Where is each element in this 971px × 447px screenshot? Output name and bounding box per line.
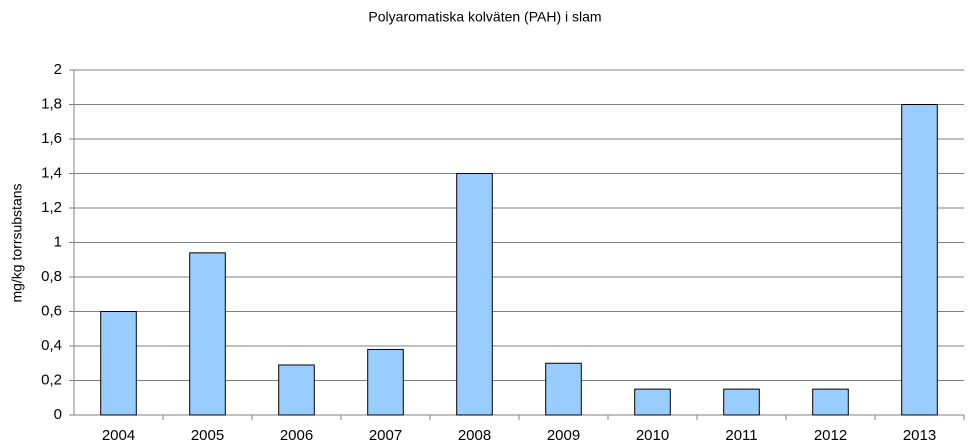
bar bbox=[634, 388, 671, 416]
x-tick-label: 2013 bbox=[903, 427, 936, 444]
y-tick-label: 0,2 bbox=[41, 371, 62, 388]
bar bbox=[545, 362, 582, 416]
x-tick-label: 2007 bbox=[369, 427, 402, 444]
chart-title: Polyaromatiska kolväten (PAH) i slam bbox=[368, 9, 601, 25]
bar bbox=[367, 348, 404, 416]
y-tick-label: 0,8 bbox=[41, 268, 62, 285]
y-tick-label: 1,2 bbox=[41, 199, 62, 216]
bar bbox=[189, 252, 226, 416]
y-tick-label: 1,8 bbox=[41, 95, 62, 112]
y-axis-label: mg/kg torrsubstans bbox=[9, 183, 25, 302]
x-tick-label: 2005 bbox=[191, 427, 224, 444]
x-tick-label: 2004 bbox=[102, 427, 135, 444]
bar bbox=[278, 364, 315, 416]
x-tick-label: 2010 bbox=[636, 427, 669, 444]
y-tick-label: 0 bbox=[54, 406, 62, 423]
x-tick-label: 2008 bbox=[458, 427, 491, 444]
bar bbox=[812, 388, 849, 416]
bar bbox=[723, 388, 760, 416]
x-tick-label: 2012 bbox=[814, 427, 847, 444]
bar bbox=[100, 311, 137, 416]
y-tick-label: 1,6 bbox=[41, 130, 62, 147]
bar bbox=[456, 173, 493, 416]
x-tick-label: 2011 bbox=[725, 427, 757, 444]
y-tick-label: 0,6 bbox=[41, 302, 62, 319]
x-tick-label: 2006 bbox=[280, 427, 313, 444]
bar bbox=[901, 104, 938, 416]
y-tick-label: 1,4 bbox=[41, 164, 62, 181]
y-tick-label: 1 bbox=[54, 233, 62, 250]
y-tick-label: 0,4 bbox=[41, 337, 62, 354]
x-tick-label: 2009 bbox=[547, 427, 580, 444]
y-tick-label: 2 bbox=[54, 61, 62, 78]
